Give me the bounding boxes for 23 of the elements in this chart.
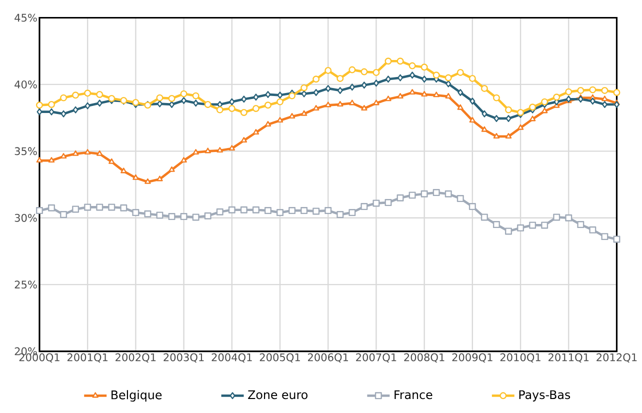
x-tick-label: 2010Q1: [500, 353, 540, 362]
y-tick-label: 35%: [14, 146, 37, 155]
legend-label: Zone euro: [248, 390, 308, 399]
x-tick-label: 2002Q1: [116, 353, 156, 362]
x-tick-label: 2007Q1: [356, 353, 396, 362]
y-tick-label: 20%: [14, 347, 37, 356]
x-tick-label: 2005Q1: [260, 353, 300, 362]
x-tick-label: 2000Q1: [19, 353, 60, 362]
y-tick-label: 40%: [14, 80, 37, 88]
x-tick-label: 2009Q1: [452, 353, 492, 362]
legend-label: Pays-Bas: [519, 390, 570, 402]
legend-label: France: [394, 390, 432, 399]
y-tick-label: 30%: [14, 214, 37, 222]
x-tick-label: 2011Q1: [548, 353, 589, 362]
x-tick-label: 2001Q1: [67, 353, 108, 362]
y-tick-label: 45%: [14, 14, 37, 22]
x-tick-label: 2012Q1: [596, 353, 637, 362]
x-tick-label: 2008Q1: [404, 353, 444, 362]
x-tick-label: 2004Q1: [212, 353, 252, 362]
legend-label: Belgique: [112, 390, 162, 402]
x-tick-label: 2006Q1: [308, 353, 348, 362]
x-tick-label: 2003Q1: [164, 353, 204, 362]
y-tick-label: 25%: [14, 280, 37, 288]
